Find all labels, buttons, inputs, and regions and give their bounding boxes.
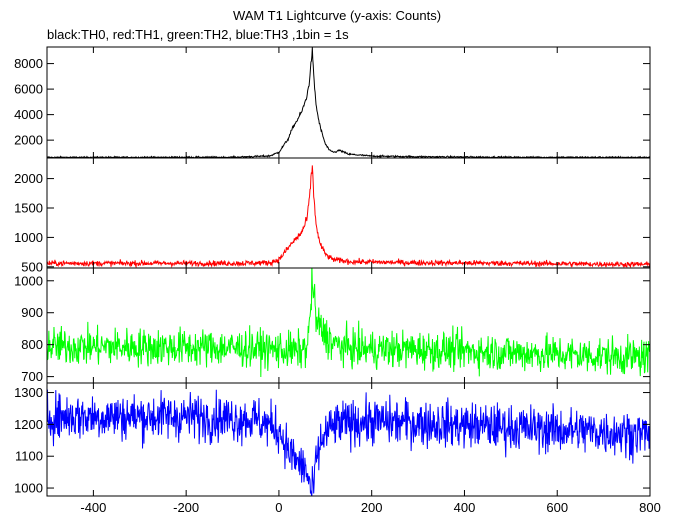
y-tick-label: 1500 xyxy=(14,201,43,216)
y-tick-label: 900 xyxy=(21,305,43,320)
panel-th0: 2000 4000 6000 8000 xyxy=(14,46,651,159)
x-tick-label: 200 xyxy=(361,500,383,515)
panels-group: 2000400060008000500100015002000700800900… xyxy=(14,46,661,515)
series-line-th2 xyxy=(47,268,650,378)
y-tick-label: 2000 xyxy=(14,133,43,148)
y-tick-label: 8000 xyxy=(14,56,43,71)
y-tick-label: 6000 xyxy=(14,82,43,97)
y-tick-label: 1000 xyxy=(14,481,43,496)
panel-th3: 1000 1100 1200 1300 xyxy=(14,382,651,497)
chart-title: WAM T1 Lightcurve (y-axis: Counts) xyxy=(232,8,442,23)
y-tick-label: 1300 xyxy=(14,385,43,400)
panel-frame xyxy=(46,46,651,159)
y-tick-label: 800 xyxy=(21,337,43,352)
series-line-th1 xyxy=(47,165,650,268)
panel-th1: 500 1000 1500 2000 xyxy=(14,157,651,274)
panel-frame xyxy=(46,382,651,497)
y-tick-label: 4000 xyxy=(14,107,43,122)
x-tick-label: 0 xyxy=(275,500,282,515)
y-tick-label: 1100 xyxy=(15,449,43,464)
y-tick-label: 1000 xyxy=(14,230,43,245)
series-line-th0 xyxy=(47,47,650,158)
x-tick-label: 600 xyxy=(546,500,568,515)
x-tick-label: 800 xyxy=(639,500,661,515)
y-tick-label: 1200 xyxy=(14,417,43,432)
y-tick-label: 700 xyxy=(21,369,43,384)
panel-th2: 700 800 900 1000 xyxy=(14,267,651,384)
panel-frame xyxy=(46,157,651,269)
x-tick-label: 400 xyxy=(454,500,476,515)
y-tick-label: 2000 xyxy=(14,171,43,186)
chart-subtitle: black:TH0, red:TH1, green:TH2, blue:TH3 … xyxy=(47,27,349,42)
y-tick-label: 1000 xyxy=(14,273,43,288)
y-tick-label: 500 xyxy=(21,259,43,274)
x-tick-label: -200 xyxy=(173,500,199,515)
x-tick-label: -400 xyxy=(80,500,106,515)
series-line-th3 xyxy=(47,389,650,496)
